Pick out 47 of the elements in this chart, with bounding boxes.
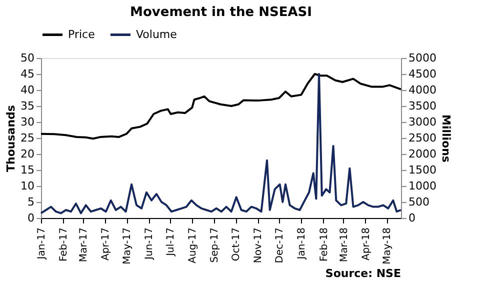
x-tick-label: Sep-17 xyxy=(210,228,221,263)
x-tick-label: May-18 xyxy=(382,228,394,264)
x-tick-label: Mar-17 xyxy=(78,228,90,262)
legend-label: Volume xyxy=(136,28,178,41)
x-tick-label: Jul-17 xyxy=(166,228,177,257)
line-series xyxy=(40,73,402,214)
x-tick-label: Nov-17 xyxy=(253,228,264,264)
y2-tick-label: 5000 xyxy=(408,52,436,64)
x-tick-label: Jan-17 xyxy=(36,228,48,260)
y2-tick-label: 2500 xyxy=(408,132,436,144)
y2-tick-label: 3500 xyxy=(408,100,436,112)
source-note: Source: NSE xyxy=(325,267,401,280)
x-tick-label: May-17 xyxy=(122,228,134,264)
y-tick-label: 40 xyxy=(20,84,34,96)
y-axis-title: Thousands xyxy=(4,104,18,172)
y2-tick-label: 500 xyxy=(408,196,430,208)
y2-tick-label: 0 xyxy=(408,212,416,224)
x-tick-label: Dec-17 xyxy=(274,228,286,264)
y-tick-label: 10 xyxy=(20,180,34,192)
y2-tick-label: 4500 xyxy=(408,68,436,80)
x-tick-label: Aug-17 xyxy=(188,228,199,264)
chart-title: Movement in the NSEASI xyxy=(130,5,312,20)
y-tick-label: 15 xyxy=(20,164,34,176)
x-tick-label: Oct-17 xyxy=(231,228,242,262)
x-tick-label: Apr-17 xyxy=(100,228,112,260)
y-tick-label: 20 xyxy=(20,148,34,160)
x-tick-label: Jun-17 xyxy=(144,228,156,260)
y-tick-label: 45 xyxy=(20,68,34,80)
y-tick-label: 5 xyxy=(28,196,34,208)
x-tick-label: Feb-18 xyxy=(318,228,330,262)
y2-tick-label: 1500 xyxy=(408,164,436,176)
x-tick-label: Apr-18 xyxy=(360,228,372,260)
y2-tick-label: 4000 xyxy=(408,84,436,96)
y2-axis-title: Millions xyxy=(439,114,452,163)
y-tick-label: 25 xyxy=(20,132,34,144)
x-tick-label: Feb-17 xyxy=(58,228,70,262)
y-tick-label: 50 xyxy=(20,52,34,64)
y-tick-label: 0 xyxy=(28,212,34,224)
y-tick-label: 35 xyxy=(20,100,34,112)
x-tick-label: Mar-18 xyxy=(338,228,350,262)
y2-tick-label: 1000 xyxy=(408,180,436,192)
line-series xyxy=(40,73,402,140)
legend-label: Price xyxy=(68,28,96,41)
x-tick-label: Jan-18 xyxy=(296,228,308,260)
y2-tick-label: 2000 xyxy=(408,148,436,160)
y2-tick-label: 3000 xyxy=(408,116,436,128)
y-tick-label: 30 xyxy=(20,116,34,128)
